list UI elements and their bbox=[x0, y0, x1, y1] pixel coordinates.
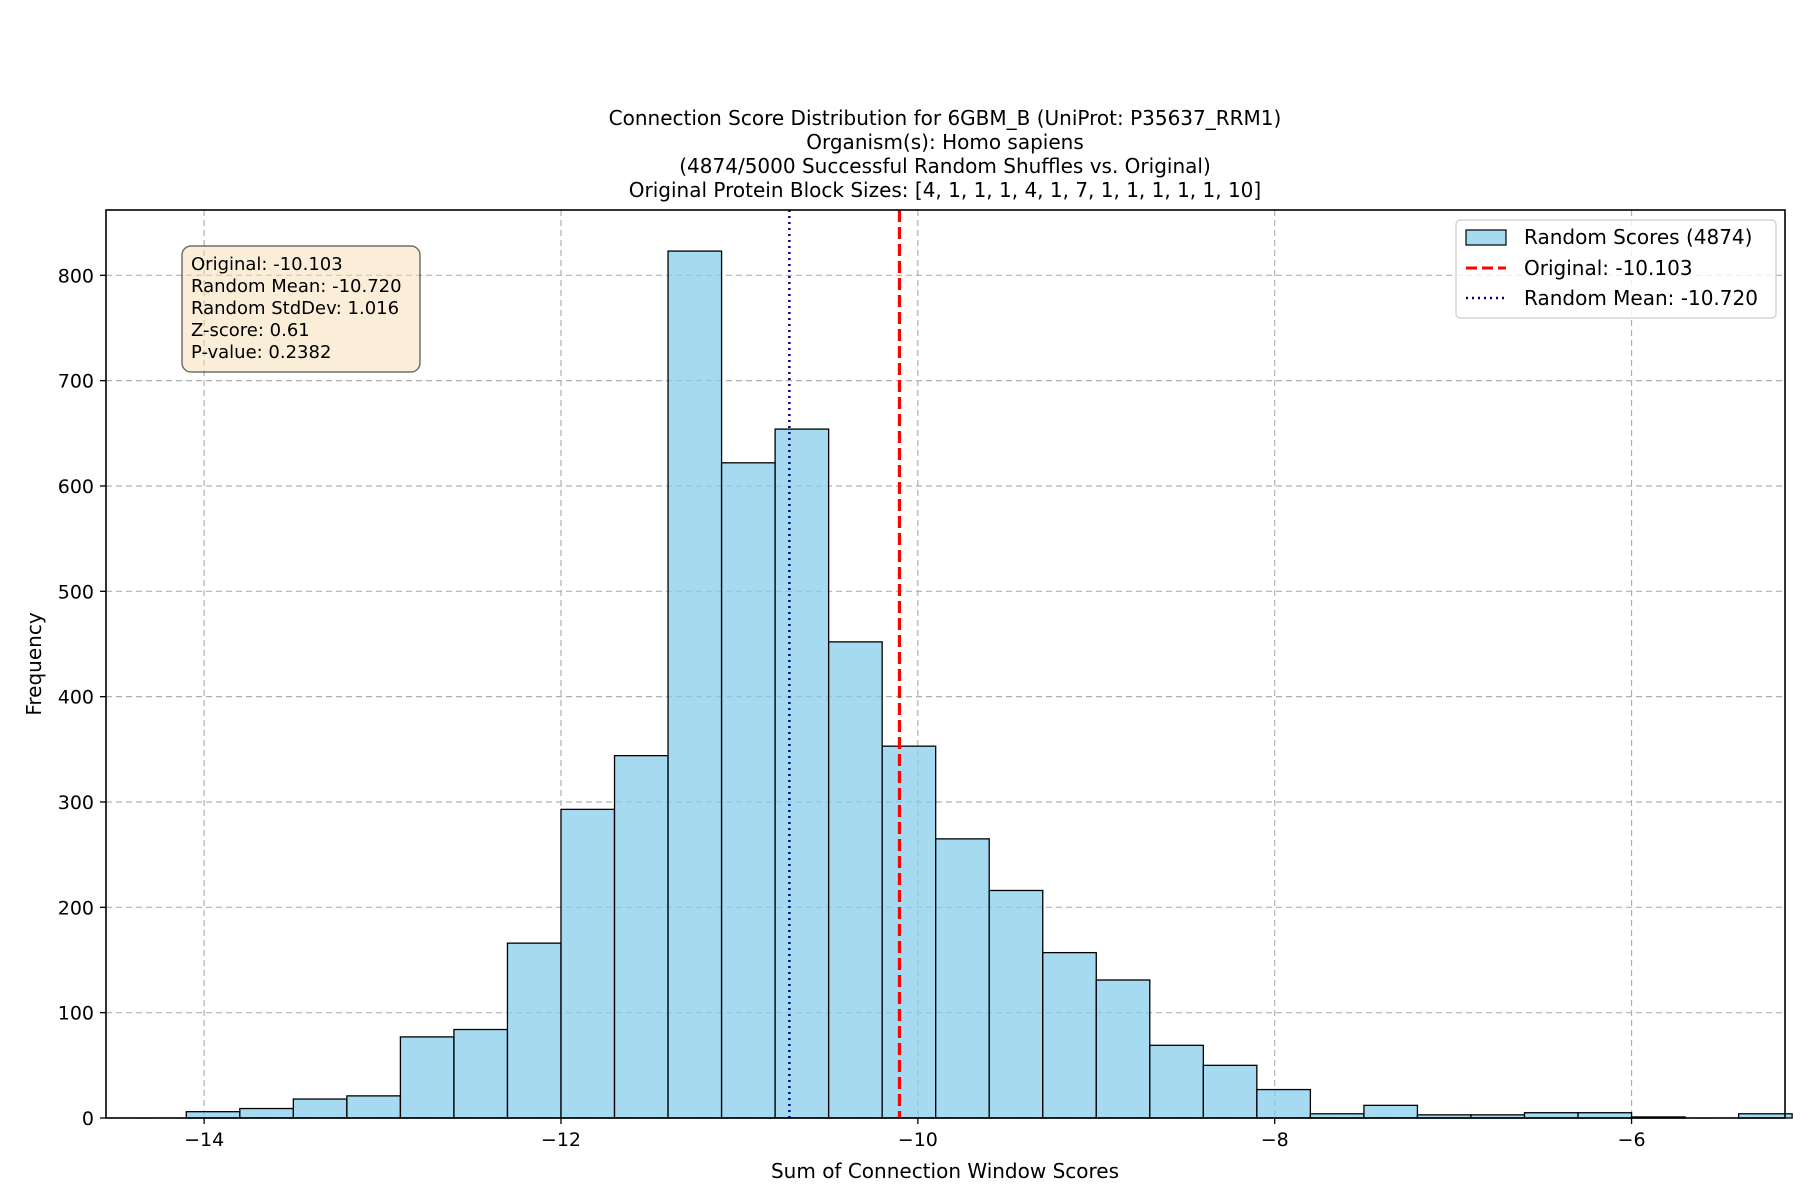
x-axis-label: Sum of Connection Window Scores bbox=[771, 1159, 1119, 1183]
stats-box-background bbox=[181, 245, 421, 373]
histogram-bar bbox=[506, 942, 562, 1119]
y-tick-label: 400 bbox=[58, 687, 94, 709]
y-tick-label: 500 bbox=[58, 581, 94, 603]
stats-z-score: Z-score: 0.61 bbox=[191, 320, 310, 341]
plot-frame bbox=[105, 209, 1786, 1119]
histogram-bar bbox=[988, 889, 1044, 1119]
y-tick-label: 600 bbox=[58, 476, 94, 498]
y-tick-label: 0 bbox=[82, 1108, 94, 1130]
stats-random-stddev: Random StdDev: 1.016 bbox=[191, 298, 399, 319]
histogram-bar bbox=[1256, 1088, 1312, 1119]
x-tick-label: −12 bbox=[541, 1129, 581, 1151]
y-tick-label: 100 bbox=[58, 1003, 94, 1025]
title-line-4: Original Protein Block Sizes: [4, 1, 1, … bbox=[629, 178, 1261, 202]
reference-lines bbox=[788, 210, 902, 1118]
y-tick-label: 700 bbox=[58, 371, 94, 393]
histogram-bar bbox=[935, 838, 990, 1119]
x-axis-ticks: −14 −12 −10 −8 −6 bbox=[184, 1118, 1646, 1151]
y-axis-label: Frequency bbox=[22, 612, 46, 715]
stats-original: Original: -10.103 bbox=[191, 254, 343, 275]
histogram-bar bbox=[560, 808, 616, 1119]
y-tick-label: 300 bbox=[58, 792, 94, 814]
y-tick-label: 800 bbox=[58, 265, 94, 287]
title-line-3: (4874/5000 Successful Random Shuffles vs… bbox=[679, 154, 1211, 178]
histogram-bar bbox=[399, 1036, 455, 1119]
histogram-bar bbox=[881, 745, 937, 1119]
histogram-bar bbox=[1042, 951, 1097, 1119]
x-tick-label: −8 bbox=[1261, 1129, 1289, 1151]
stats-box: Original: -10.103 Random Mean: -10.720 R… bbox=[181, 245, 421, 373]
title-line-1: Connection Score Distribution for 6GBM_B… bbox=[609, 106, 1282, 130]
legend-frame bbox=[1455, 219, 1777, 319]
histogram-bars bbox=[185, 250, 1793, 1119]
legend-label-original: Original: -10.103 bbox=[1524, 256, 1693, 280]
x-tick-label: −10 bbox=[898, 1129, 938, 1151]
x-tick-label: −6 bbox=[1618, 1129, 1646, 1151]
y-axis-ticks: 0 100 200 300 400 500 600 700 800 bbox=[58, 265, 106, 1130]
histogram-bar bbox=[827, 641, 883, 1119]
histogram-bar bbox=[720, 462, 776, 1119]
histogram-bar bbox=[1202, 1064, 1258, 1119]
title-line-2: Organism(s): Homo sapiens bbox=[806, 130, 1084, 154]
histogram-bar bbox=[1149, 1044, 1204, 1119]
histogram-bar bbox=[613, 754, 669, 1119]
histogram-bar bbox=[239, 1107, 294, 1119]
stats-p-value: P-value: 0.2382 bbox=[191, 342, 331, 363]
y-tick-label: 200 bbox=[58, 897, 94, 919]
legend-swatch-random-scores bbox=[1465, 229, 1507, 246]
histogram-bar bbox=[1095, 979, 1151, 1119]
histogram-bar bbox=[185, 1111, 241, 1119]
legend-label-random-mean: Random Mean: -10.720 bbox=[1524, 286, 1758, 310]
histogram-bar bbox=[292, 1098, 348, 1119]
stats-random-mean: Random Mean: -10.720 bbox=[191, 276, 402, 297]
histogram-bar bbox=[774, 428, 830, 1119]
histogram-bar bbox=[1363, 1104, 1419, 1119]
legend-label-random-scores: Random Scores (4874) bbox=[1524, 225, 1752, 249]
x-tick-label: −14 bbox=[184, 1129, 224, 1151]
legend: Random Scores (4874) Original: -10.103 R… bbox=[1455, 219, 1777, 319]
histogram-bar bbox=[667, 250, 723, 1119]
histogram-bar bbox=[453, 1028, 509, 1119]
chart-title: Connection Score Distribution for 6GBM_B… bbox=[609, 106, 1282, 202]
histogram-bar bbox=[346, 1095, 402, 1119]
